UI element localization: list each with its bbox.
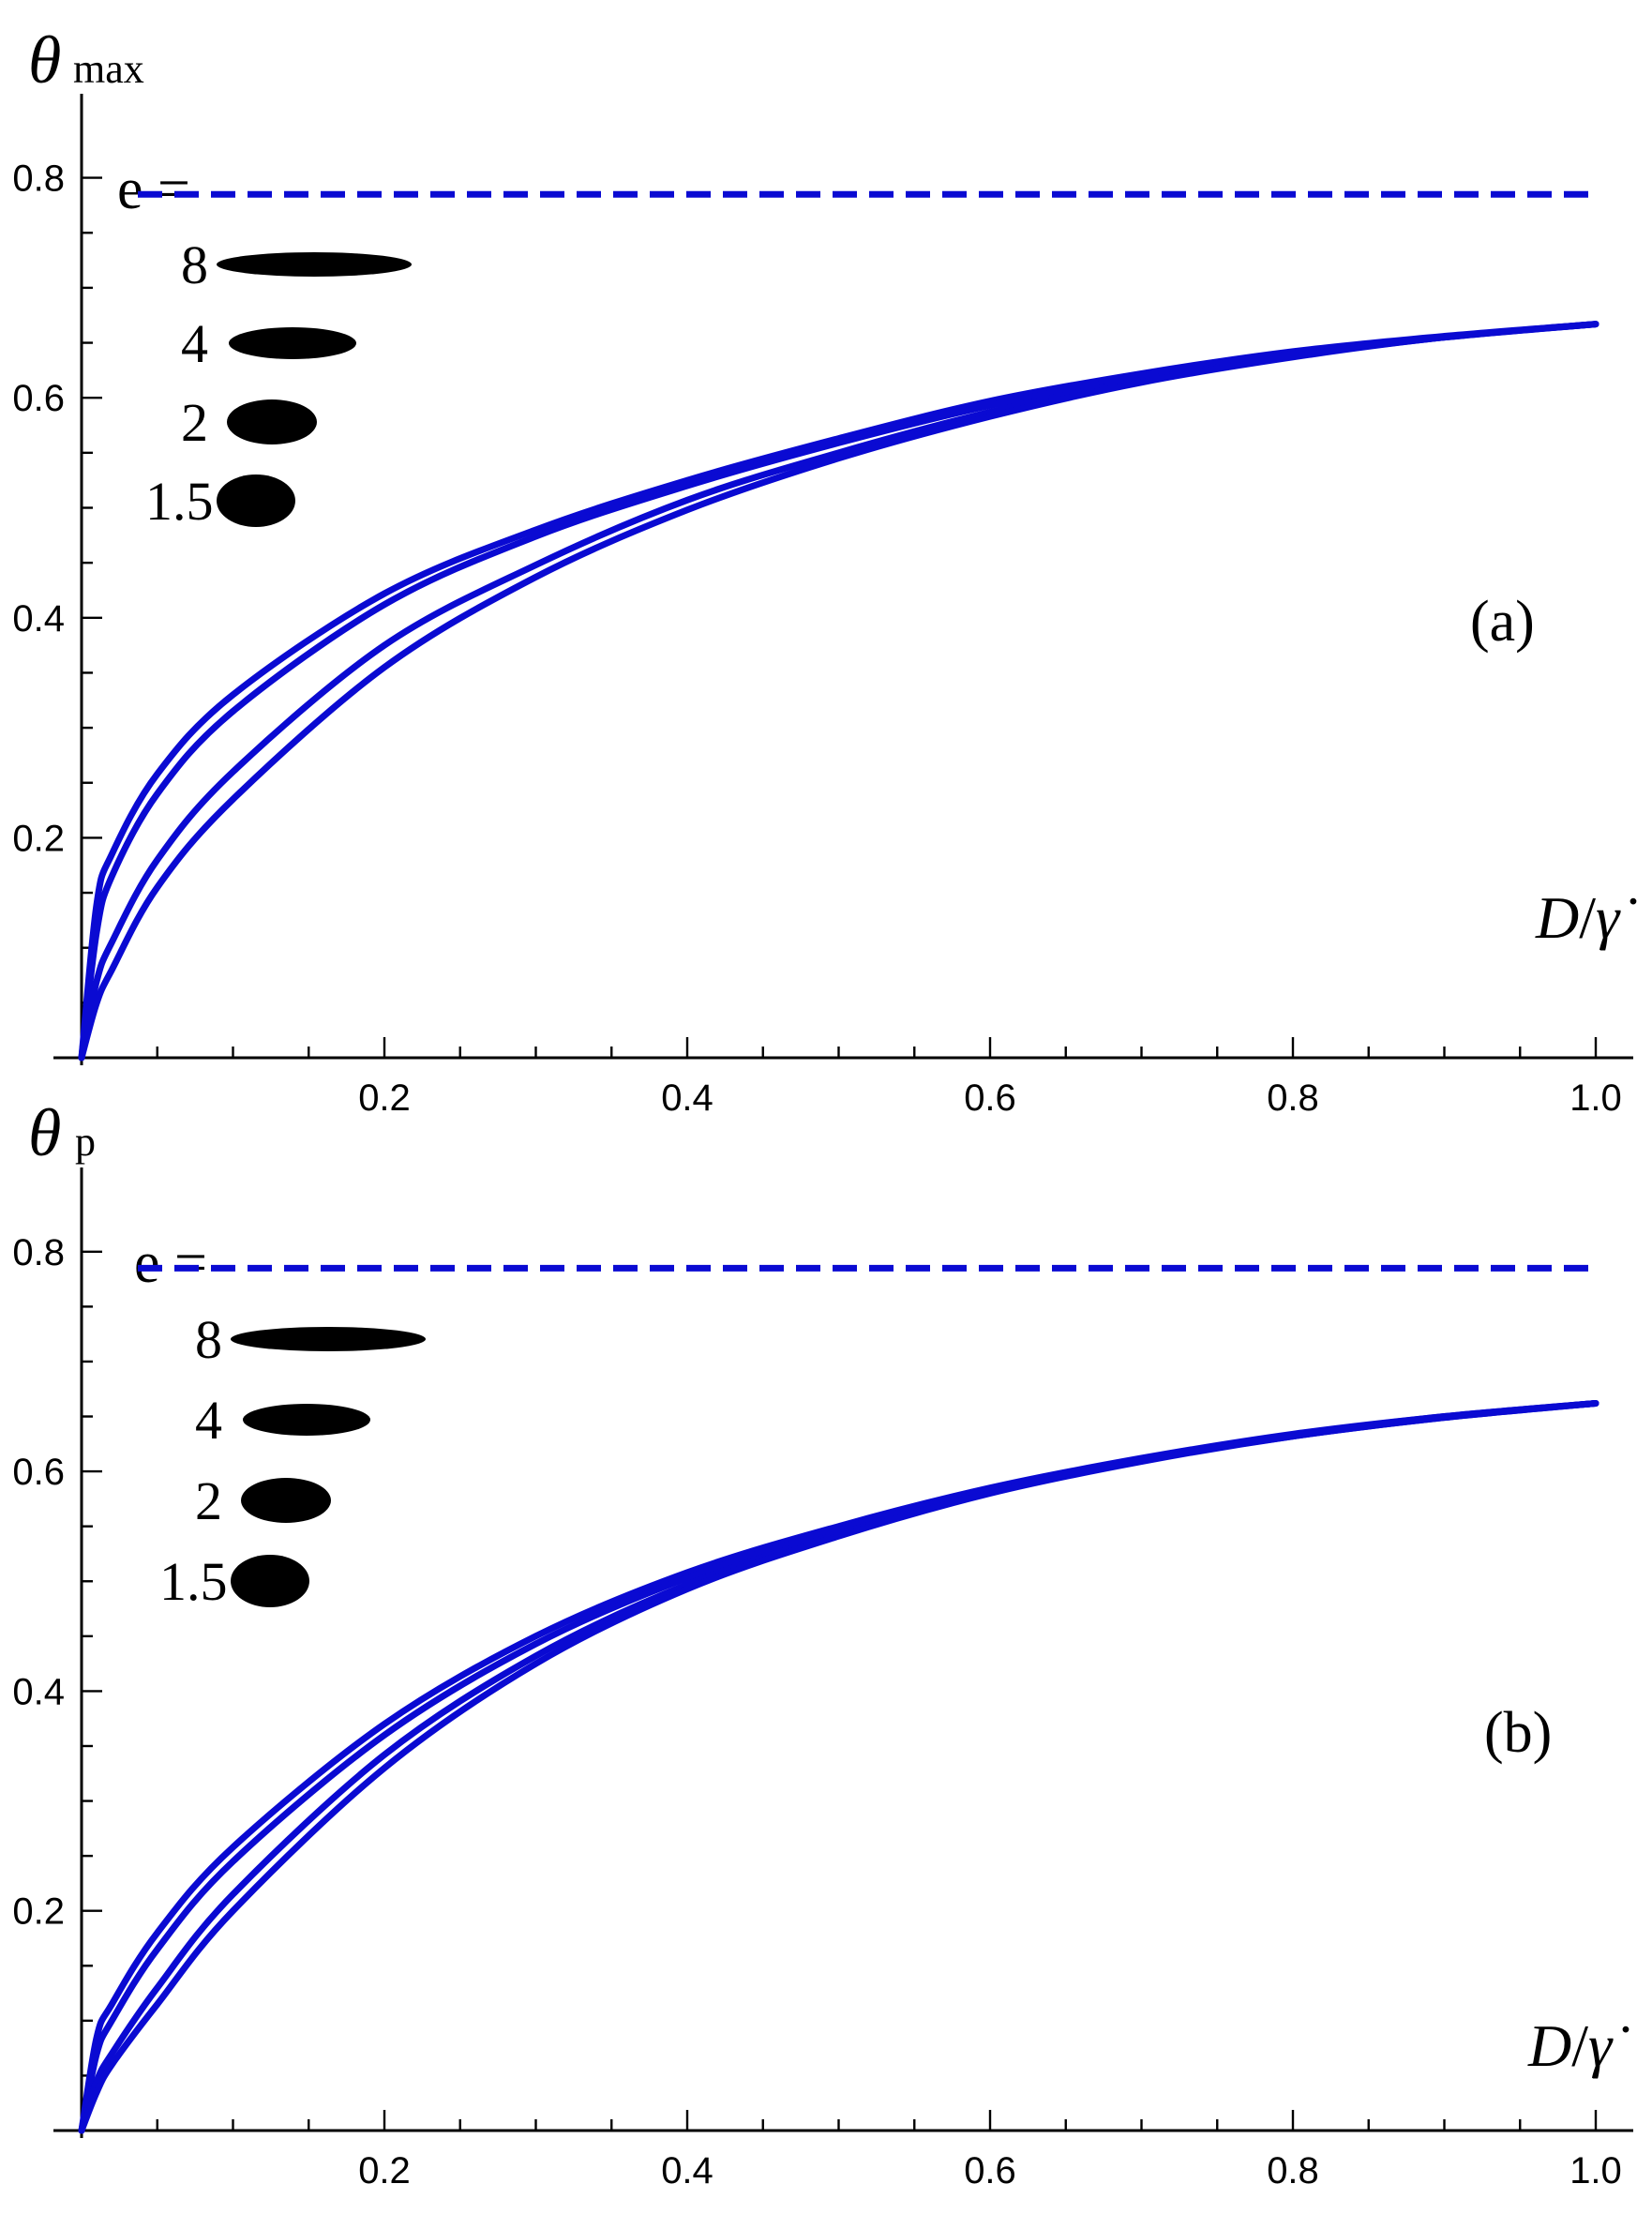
y-tick-label: 0.8	[12, 1232, 65, 1273]
series-line-4	[78, 1400, 1599, 2134]
series-line-4	[78, 321, 1599, 1062]
x-tick-label: 1.0	[1569, 2150, 1622, 2191]
legend-label: 1.5	[159, 1551, 228, 1612]
panel-label: (b)	[1484, 1701, 1552, 1765]
x-axis-label: D/γ̇	[1535, 884, 1637, 951]
legend-title: e =	[134, 1231, 207, 1295]
y-tick-label: 0.2	[12, 818, 65, 859]
y-tick-label: 0.2	[12, 1891, 65, 1933]
y-tick-label: 0.6	[12, 1452, 65, 1493]
y-axis-label-subscript: max	[73, 46, 144, 92]
legend-label: 4	[195, 1390, 222, 1451]
y-tick-label: 0.4	[12, 1671, 65, 1712]
legend-ellipse-icon	[217, 474, 295, 527]
x-tick-label: 0.8	[1267, 2150, 1319, 2191]
panel-label: (a)	[1470, 590, 1535, 654]
legend-ellipse-icon	[243, 1404, 370, 1436]
x-tick-label: 0.6	[964, 2150, 1016, 2191]
legend-ellipse-icon	[227, 399, 317, 444]
x-axis-label: D/γ̇	[1527, 2012, 1629, 2079]
y-tick-label: 0.8	[12, 158, 65, 200]
legend-label: 2	[195, 1470, 222, 1531]
legend-label: 1.5	[145, 471, 214, 532]
legend-label: 8	[195, 1309, 222, 1370]
legend-label: 2	[181, 392, 208, 453]
y-axis-label: θ	[28, 23, 61, 98]
x-tick-label: 1.0	[1569, 1077, 1622, 1119]
x-tick-label: 0.4	[661, 1077, 713, 1119]
legend-ellipse-icon	[241, 1478, 331, 1523]
legend-ellipse-icon	[217, 252, 412, 277]
x-tick-label: 0.2	[358, 2150, 411, 2191]
x-tick-label: 0.4	[661, 2150, 713, 2191]
legend-ellipse-icon	[229, 327, 356, 359]
y-axis-label: θ	[28, 1095, 61, 1170]
panel-a: θ max D/γ̇ (a) e = 0.2 0.4 0.6 0.8 1.0 0.2 0.4…	[12, 23, 1637, 1119]
legend-ellipse-icon	[231, 1555, 309, 1607]
legend-ellipse-icon	[231, 1327, 426, 1351]
y-tick-label: 0.4	[12, 598, 65, 640]
x-tick-label: 0.6	[964, 1077, 1016, 1119]
legend-label: 8	[181, 234, 208, 295]
panel-b: θ p D/γ̇ (b) e = 0.2 0.4 0.6 0.8 1.0 0.2 0.4 0.…	[12, 1095, 1633, 2191]
y-axis-label-subscript: p	[75, 1119, 96, 1165]
legend-label: 4	[181, 313, 208, 374]
x-tick-label: 0.2	[358, 1077, 411, 1119]
legend-title: e =	[117, 158, 190, 221]
x-tick-label: 0.8	[1267, 1077, 1319, 1119]
y-tick-label: 0.6	[12, 378, 65, 419]
